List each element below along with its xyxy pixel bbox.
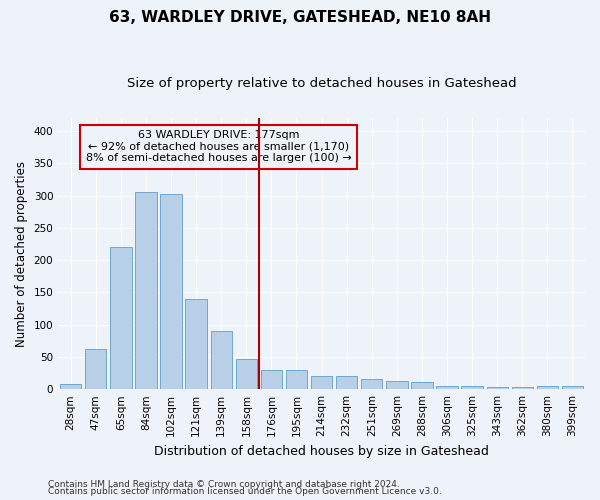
Bar xyxy=(211,331,232,389)
Bar xyxy=(136,192,157,389)
Bar xyxy=(386,381,407,389)
Bar xyxy=(461,386,483,389)
Bar xyxy=(436,386,458,389)
Bar xyxy=(110,247,131,389)
Bar xyxy=(85,348,106,389)
Text: 63 WARDLEY DRIVE: 177sqm
← 92% of detached houses are smaller (1,170)
8% of semi: 63 WARDLEY DRIVE: 177sqm ← 92% of detach… xyxy=(86,130,352,164)
Bar xyxy=(411,382,433,389)
Title: Size of property relative to detached houses in Gateshead: Size of property relative to detached ho… xyxy=(127,78,517,90)
Bar xyxy=(361,380,382,389)
Text: Contains public sector information licensed under the Open Government Licence v3: Contains public sector information licen… xyxy=(48,487,442,496)
Bar xyxy=(236,359,257,389)
Bar xyxy=(261,370,282,389)
Text: 63, WARDLEY DRIVE, GATESHEAD, NE10 8AH: 63, WARDLEY DRIVE, GATESHEAD, NE10 8AH xyxy=(109,10,491,25)
Bar xyxy=(286,370,307,389)
Y-axis label: Number of detached properties: Number of detached properties xyxy=(15,160,28,346)
Bar xyxy=(562,386,583,389)
Bar xyxy=(311,376,332,389)
X-axis label: Distribution of detached houses by size in Gateshead: Distribution of detached houses by size … xyxy=(154,444,489,458)
Bar xyxy=(487,387,508,389)
Bar xyxy=(60,384,82,389)
Bar xyxy=(185,299,207,389)
Bar xyxy=(512,387,533,389)
Bar xyxy=(336,376,358,389)
Text: Contains HM Land Registry data © Crown copyright and database right 2024.: Contains HM Land Registry data © Crown c… xyxy=(48,480,400,489)
Bar xyxy=(160,194,182,389)
Bar xyxy=(537,386,558,389)
